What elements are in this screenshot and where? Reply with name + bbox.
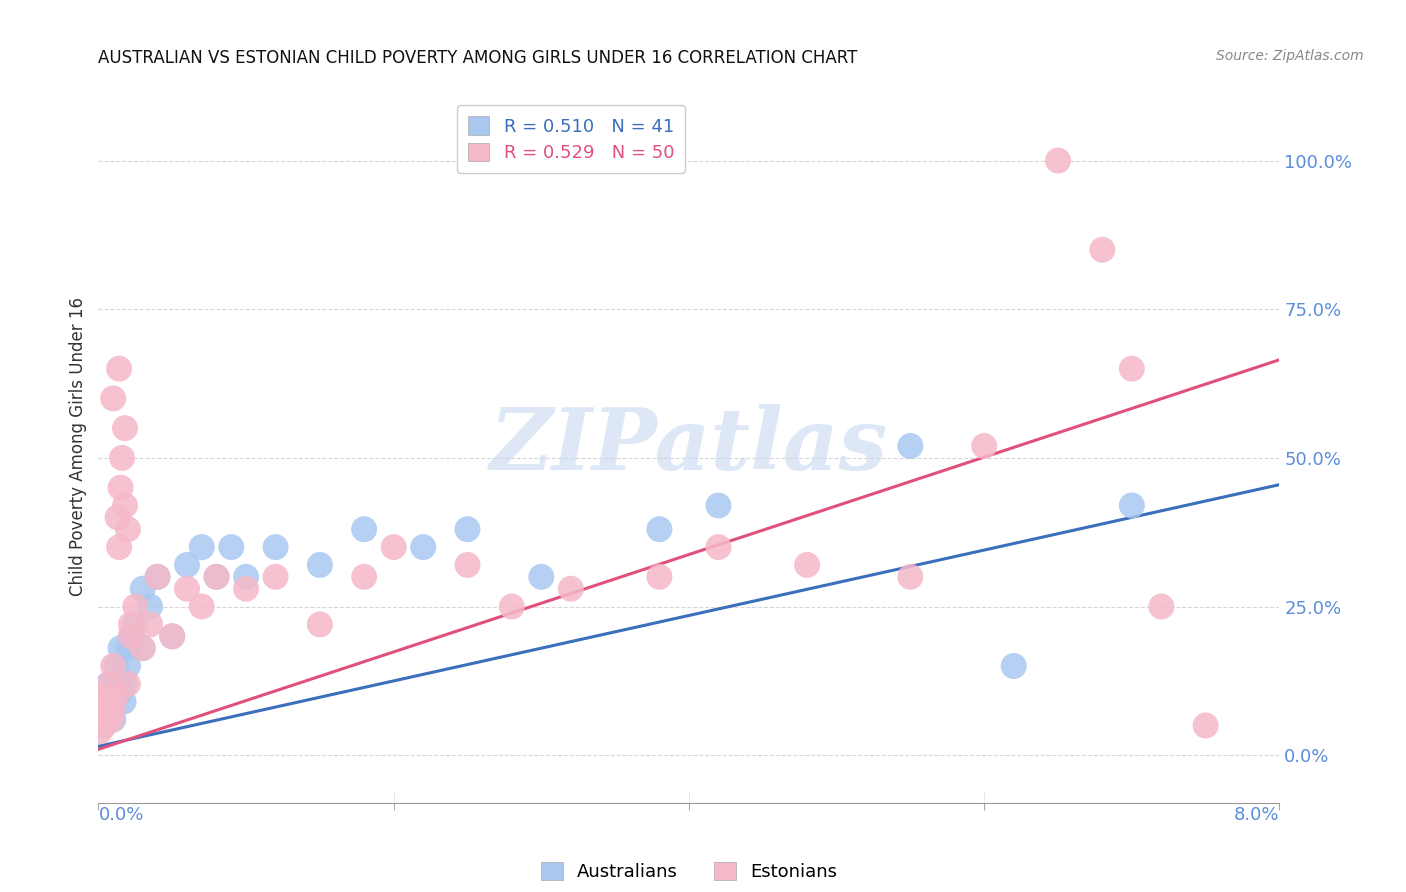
Australians (707, 499, 730, 513)
Estonians (176, 582, 198, 596)
Australians (93, 713, 115, 727)
Estonians (1194, 718, 1216, 732)
Australians (117, 641, 139, 656)
Australians (308, 558, 332, 572)
Estonians (91, 700, 114, 714)
Estonians (560, 582, 582, 596)
Australians (94, 689, 117, 703)
Estonians (120, 629, 142, 643)
Australians (103, 713, 125, 727)
Estonians (96, 689, 118, 703)
Australians (132, 641, 155, 656)
Australians (235, 570, 257, 584)
Australians (112, 695, 135, 709)
Estonians (110, 481, 132, 495)
Australians (105, 659, 128, 673)
Australians (176, 558, 198, 572)
Australians (120, 629, 142, 643)
Estonians (94, 706, 117, 721)
Estonians (205, 570, 228, 584)
Estonians (97, 695, 120, 709)
Australians (114, 677, 136, 691)
Australians (103, 700, 125, 714)
Australians (98, 695, 121, 709)
Estonians (973, 439, 995, 453)
Australians (97, 677, 120, 691)
Legend: Australians, Estonians: Australians, Estonians (534, 855, 844, 888)
Estonians (146, 570, 169, 584)
Australians (91, 700, 114, 714)
Australians (110, 671, 132, 685)
Estonians (139, 617, 162, 632)
Australians (191, 540, 214, 554)
Estonians (124, 599, 146, 614)
Estonians (117, 522, 139, 536)
Australians (139, 599, 162, 614)
Text: 0.0%: 0.0% (98, 805, 143, 824)
Estonians (900, 570, 922, 584)
Estonians (308, 617, 332, 632)
Australians (124, 617, 146, 632)
Estonians (103, 392, 125, 406)
Australians (353, 522, 375, 536)
Estonians (120, 617, 142, 632)
Australians (205, 570, 228, 584)
Australians (107, 689, 129, 703)
Australians (96, 706, 118, 721)
Estonians (108, 540, 131, 554)
Estonians (107, 510, 129, 524)
Text: Source: ZipAtlas.com: Source: ZipAtlas.com (1216, 49, 1364, 63)
Estonians (501, 599, 523, 614)
Australians (90, 718, 112, 732)
Australians (1121, 499, 1143, 513)
Australians (219, 540, 242, 554)
Estonians (707, 540, 730, 554)
Estonians (1150, 599, 1173, 614)
Estonians (103, 700, 125, 714)
Estonians (456, 558, 478, 572)
Y-axis label: Child Poverty Among Girls Under 16: Child Poverty Among Girls Under 16 (69, 296, 87, 596)
Estonians (103, 659, 125, 673)
Estonians (100, 713, 122, 727)
Text: 8.0%: 8.0% (1234, 805, 1279, 824)
Australians (132, 582, 155, 596)
Estonians (264, 570, 287, 584)
Australians (103, 682, 125, 697)
Estonians (93, 718, 115, 732)
Australians (456, 522, 478, 536)
Australians (1002, 659, 1025, 673)
Australians (162, 629, 183, 643)
Estonians (382, 540, 405, 554)
Australians (110, 641, 132, 656)
Australians (264, 540, 287, 554)
Text: AUSTRALIAN VS ESTONIAN CHILD POVERTY AMONG GIRLS UNDER 16 CORRELATION CHART: AUSTRALIAN VS ESTONIAN CHILD POVERTY AMO… (98, 49, 858, 67)
Estonians (117, 677, 139, 691)
Estonians (108, 361, 131, 376)
Australians (530, 570, 553, 584)
Estonians (114, 499, 136, 513)
Estonians (132, 641, 155, 656)
Estonians (1091, 243, 1114, 257)
Estonians (1121, 361, 1143, 376)
Estonians (98, 677, 121, 691)
Estonians (191, 599, 214, 614)
Australians (412, 540, 434, 554)
Estonians (111, 450, 134, 465)
Estonians (235, 582, 257, 596)
Estonians (105, 689, 128, 703)
Estonians (353, 570, 375, 584)
Australians (117, 659, 139, 673)
Australians (648, 522, 671, 536)
Estonians (648, 570, 671, 584)
Australians (146, 570, 169, 584)
Estonians (114, 421, 136, 435)
Australians (900, 439, 922, 453)
Estonians (162, 629, 183, 643)
Text: ZIPatlas: ZIPatlas (489, 404, 889, 488)
Estonians (1046, 153, 1069, 168)
Estonians (796, 558, 818, 572)
Estonians (90, 713, 112, 727)
Estonians (89, 724, 111, 739)
